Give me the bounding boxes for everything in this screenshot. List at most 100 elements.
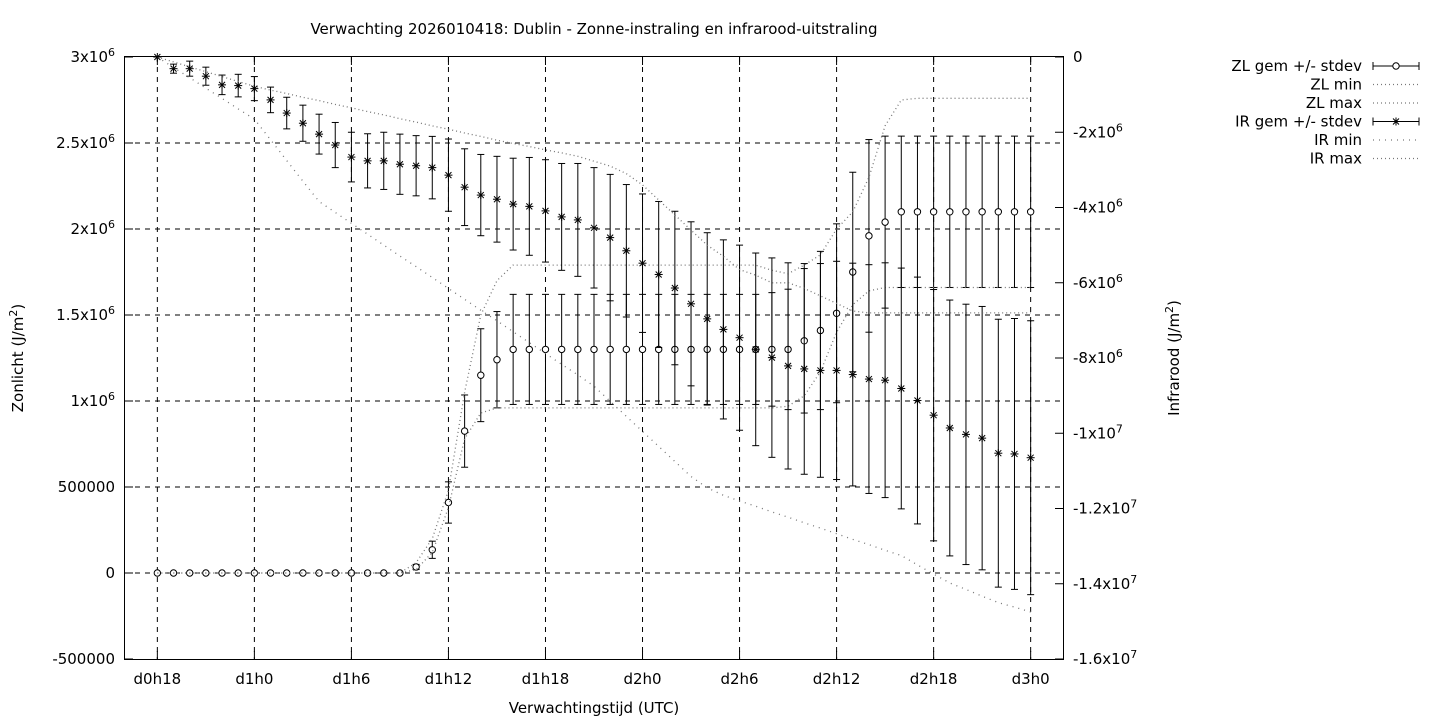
ir-mean-star-arm <box>364 157 371 165</box>
zl-mean-point <box>929 208 938 216</box>
y-right-tick-label: -6x106 <box>1073 272 1123 292</box>
zl-mean-point <box>541 345 550 354</box>
y-right-tick-label: -1x107 <box>1073 422 1123 442</box>
ir-mean-star-arm <box>865 375 873 383</box>
ir-mean-point <box>557 212 566 221</box>
ir-mean-star-arm <box>1027 454 1035 462</box>
ir-mean-point <box>492 195 501 204</box>
ir-mean-point <box>784 361 793 370</box>
ir-mean-point <box>670 284 679 293</box>
ir-mean-star-arm <box>558 213 566 221</box>
ir-mean-point <box>298 119 307 128</box>
zl-mean-point <box>460 427 469 435</box>
zl-mean-point <box>331 569 339 577</box>
ir-mean-point <box>476 191 485 200</box>
ir-mean-star-arm <box>477 191 485 199</box>
ir-mean-point <box>590 223 598 232</box>
zl-mean-point <box>865 232 873 240</box>
ir-mean-point <box>460 183 469 192</box>
zl-mean-point <box>380 569 388 577</box>
legend-label-ir-max: IR max <box>1310 150 1362 168</box>
zl-mean-point <box>525 345 534 354</box>
ir-mean-star-arm <box>881 376 889 384</box>
zl-mean-point <box>962 208 970 216</box>
y-left-tick-label: 0 <box>105 564 115 582</box>
ir-mean-star-arm <box>687 300 695 308</box>
zl-mean-point <box>994 208 1003 216</box>
ir-mean-star-arm <box>574 216 582 224</box>
ir-mean-star-arm <box>833 367 840 374</box>
x-tick-label: d2h18 <box>910 670 958 688</box>
zl-mean-point <box>347 569 356 577</box>
zl-mean-point <box>299 569 307 577</box>
ir-mean-point <box>169 64 178 73</box>
y-left-tick-label: -500000 <box>52 650 115 668</box>
zl-mean-point <box>622 345 631 354</box>
zl-mean-point <box>444 498 453 507</box>
x-tick-label: d1h6 <box>332 670 370 688</box>
ir-mean-point <box>395 160 404 169</box>
ir-mean-star-arm <box>994 449 1002 457</box>
ir-mean-point <box>945 423 954 432</box>
ir-mean-star-arm <box>267 96 274 104</box>
ir-mean-star-arm <box>849 371 857 378</box>
ir-mean-point <box>638 259 647 268</box>
ir-mean-point <box>412 161 421 170</box>
ir-mean-star-arm <box>542 207 549 215</box>
legend-label-ir-mean: IR gem +/- stdev <box>1235 113 1362 131</box>
legend-swatch-ir-mean <box>1372 117 1420 126</box>
y-right-tick-label: -1.2x107 <box>1073 498 1137 518</box>
ir-mean-star-arm <box>348 153 355 161</box>
legend-label-ir-min: IR min <box>1314 131 1362 149</box>
legend-label-zl-mean: ZL gem +/- stdev <box>1231 57 1362 75</box>
ir-mean-star-arm <box>671 284 679 292</box>
x-tick-label: d2h12 <box>813 670 861 688</box>
ir-mean-star-arm <box>202 72 210 80</box>
ir-mean-point <box>735 333 744 342</box>
ir-mean-point <box>719 325 728 334</box>
ir-mean-star-arm <box>590 224 598 232</box>
ir-mean-star-arm <box>606 234 614 241</box>
ir-mean-point <box>331 141 340 150</box>
ir-mean-star-arm <box>445 171 452 179</box>
y-left-tick-label: 1.5x106 <box>56 304 115 324</box>
y-left-tick-label: 2.5x106 <box>56 132 115 152</box>
zl-mean-point <box>913 208 922 216</box>
x-tick-label: d0h18 <box>134 670 182 688</box>
zl-mean-point <box>557 345 566 354</box>
ir-mean-point <box>800 364 809 373</box>
zl-mean-point <box>946 208 954 216</box>
label-layer: d0h18 d1h0 d1h6 d1h12 d1h18 d2h0 d2h6 d2h12 d2h1… <box>52 46 1137 688</box>
ir-mean-point <box>848 370 857 379</box>
zl-mean-point <box>1010 208 1019 216</box>
ir-mean-point <box>282 109 291 118</box>
ir-mean-star-arm <box>493 195 501 203</box>
ir-mean-star-arm <box>946 424 954 432</box>
zl-mean-point <box>574 345 582 354</box>
ir-mean-star-arm <box>283 109 291 117</box>
ir-mean-star-arm <box>186 65 194 73</box>
ir-mean-point <box>1026 453 1035 462</box>
y-axis-left-title: Zonlicht (J/m2) <box>7 304 27 413</box>
legend-label-zl-max: ZL max <box>1306 94 1362 112</box>
zl-mean-point <box>606 345 614 354</box>
y-left-tick-label: 3x106 <box>70 46 115 66</box>
x-tick-label: d1h18 <box>522 670 570 688</box>
zl-mean-point <box>897 208 905 216</box>
ir-mean-point <box>961 430 970 439</box>
legend-swatch-marker <box>1392 62 1400 70</box>
ir-mean-star-arm <box>897 385 905 392</box>
ir-mean-star-arm <box>218 81 226 89</box>
ir-mean-star-arm <box>525 203 533 210</box>
y-axis-right-title: Infrarood (J/m2) <box>1163 300 1183 416</box>
legend-swatch-zl-mean <box>1372 62 1420 70</box>
ir-mean-point <box>444 171 453 180</box>
zl-mean-point <box>266 569 275 577</box>
tick-layer <box>125 56 1063 660</box>
zl-mean-point <box>477 371 485 379</box>
zl-max-line <box>157 97 1031 574</box>
ir-mean-star-arm <box>720 326 727 333</box>
zl-mean-point <box>881 218 889 226</box>
